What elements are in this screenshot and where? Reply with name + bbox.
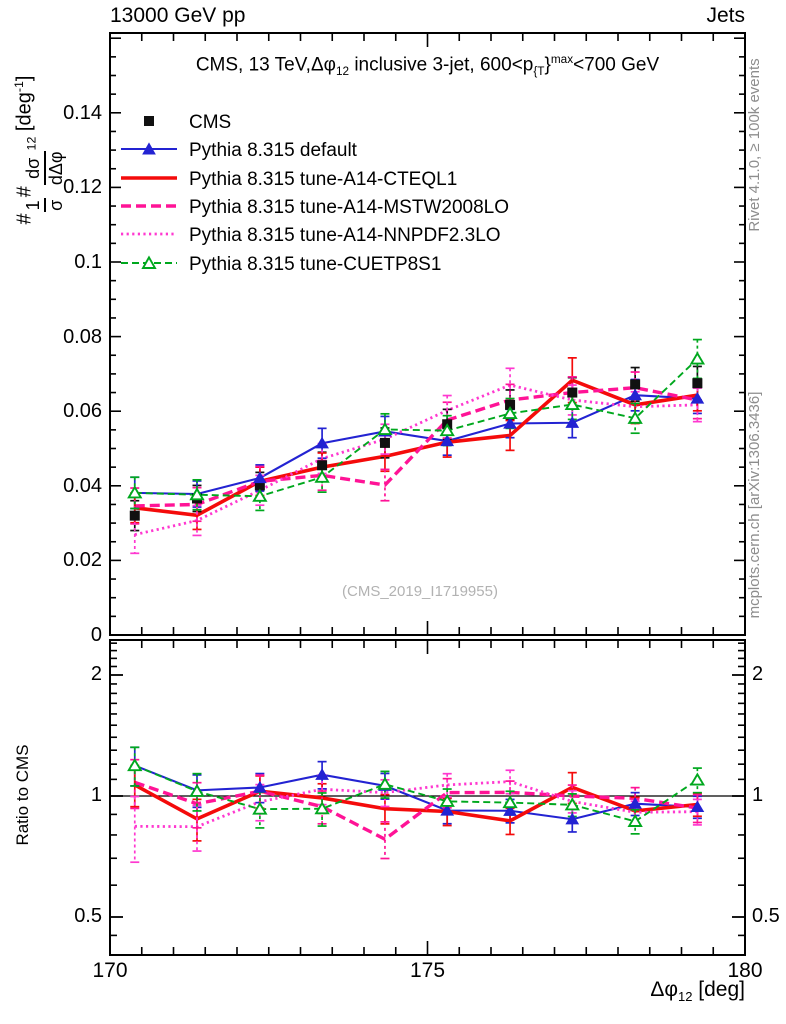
magenta-dotted-line-marker (118, 222, 180, 251)
x-tick-170: 170 (92, 959, 128, 982)
green-open-triangle-line-marker (118, 251, 180, 280)
main-y-axis-label: #1 σ # dσ dΔφ 12 [deg-1] (12, 75, 66, 225)
main-y-tick-0.08: 0.08 (63, 325, 102, 348)
blue-triangle-line-marker (118, 137, 180, 166)
x-tick-180: 180 (727, 959, 763, 982)
ratio-y-tick-right-1: 1 (752, 784, 764, 806)
legend-item-a14-cteql1: Pythia 8.315 tune-A14-CTEQL1 (118, 168, 457, 192)
ratio-y-tick-right-2: 2 (752, 663, 764, 685)
beam-info-label: 13000 GeV pp (110, 4, 246, 27)
main-y-tick-0: 0 (90, 624, 102, 646)
mcplots-arxiv-note: mcplots.cern.ch [arXiv:1306.3436] (746, 391, 763, 619)
main-y-tick-0.12: 0.12 (63, 176, 102, 199)
ratio-y-tick-right-0.5: 0.5 (752, 905, 780, 927)
ratio-y-tick-left-2: 2 (90, 663, 102, 685)
cms-square-marker (118, 109, 180, 138)
rivet-version-note: Rivet 4.1.0, ≥ 100k events (746, 58, 763, 232)
main-y-tick-0.02: 0.02 (63, 549, 102, 572)
ratio-y-tick-left-1: 1 (90, 784, 102, 806)
legend-item-pythia-default: Pythia 8.315 default (118, 139, 357, 163)
analysis-group-label: Jets (706, 4, 745, 27)
analysis-id-watermark: (CMS_2019_I1719955) (342, 583, 498, 600)
main-y-tick-0.04: 0.04 (63, 474, 102, 497)
magenta-dashed-line-marker (118, 194, 180, 223)
legend-item-a14-nnpdf23lo: Pythia 8.315 tune-A14-NNPDF2.3LO (118, 224, 501, 248)
x-axis-label: Δφ12 [deg] (650, 978, 745, 1005)
red-solid-line-marker (118, 166, 180, 195)
legend-item-cms: CMS (118, 111, 231, 135)
plot-title: CMS, 13 TeV,Δφ12 inclusive 3-jet, 600<p{… (195, 53, 660, 79)
ratio-y-tick-left-0.5: 0.5 (74, 905, 102, 927)
legend-item-cuetp8s1: Pythia 8.315 tune-CUETP8S1 (118, 253, 441, 277)
main-y-tick-0.14: 0.14 (63, 101, 102, 124)
main-y-tick-0.1: 0.1 (74, 251, 102, 273)
legend-item-a14-mstw2008lo: Pythia 8.315 tune-A14-MSTW2008LO (118, 196, 509, 220)
main-y-tick-0.06: 0.06 (63, 400, 102, 423)
x-tick-175: 175 (409, 959, 446, 982)
